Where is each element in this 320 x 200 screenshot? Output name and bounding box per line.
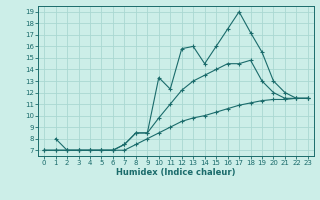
X-axis label: Humidex (Indice chaleur): Humidex (Indice chaleur) [116,168,236,177]
